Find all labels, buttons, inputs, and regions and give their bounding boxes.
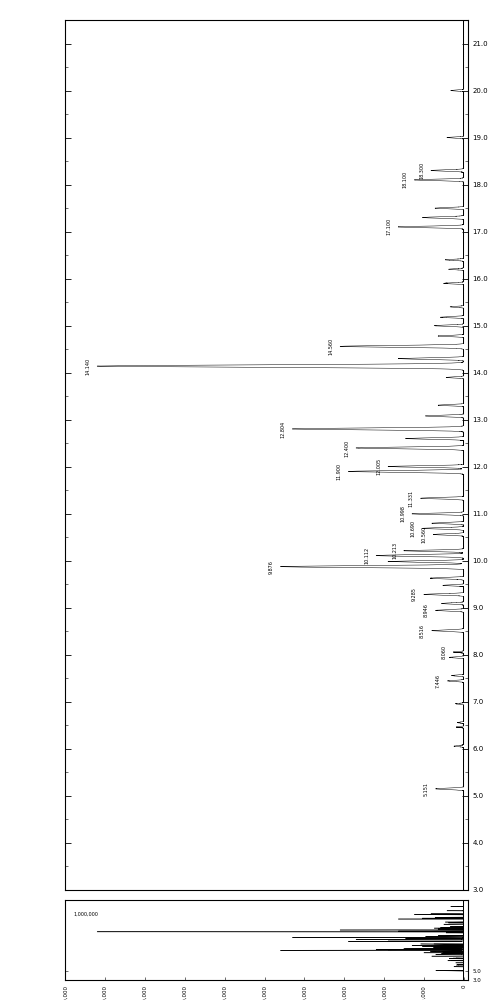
Text: 10.112: 10.112: [364, 547, 369, 564]
Text: 11.331: 11.331: [409, 490, 414, 507]
Text: 1,000,000: 1,000,000: [73, 912, 98, 917]
Text: 12.400: 12.400: [345, 439, 350, 457]
Text: 18.300: 18.300: [419, 162, 424, 179]
Text: 10.690: 10.690: [410, 520, 415, 537]
Text: 9.285: 9.285: [412, 587, 417, 601]
Text: 5.151: 5.151: [424, 782, 429, 796]
Text: 10.213: 10.213: [392, 542, 397, 559]
Text: 12.005: 12.005: [376, 458, 381, 475]
Text: 8.516: 8.516: [420, 624, 425, 638]
Text: 18.100: 18.100: [402, 171, 407, 188]
Text: 7.446: 7.446: [436, 674, 441, 688]
Text: 10.560: 10.560: [422, 526, 427, 543]
Text: 17.100: 17.100: [387, 218, 392, 235]
Text: 8.060: 8.060: [441, 645, 446, 659]
Text: 8.946: 8.946: [424, 603, 429, 617]
Text: 11.900: 11.900: [337, 463, 341, 480]
Text: 12.804: 12.804: [281, 420, 286, 438]
Text: 9.876: 9.876: [269, 560, 274, 574]
Text: 10.998: 10.998: [400, 505, 405, 522]
Text: 14.560: 14.560: [328, 338, 333, 355]
Text: 14.140: 14.140: [86, 358, 90, 375]
